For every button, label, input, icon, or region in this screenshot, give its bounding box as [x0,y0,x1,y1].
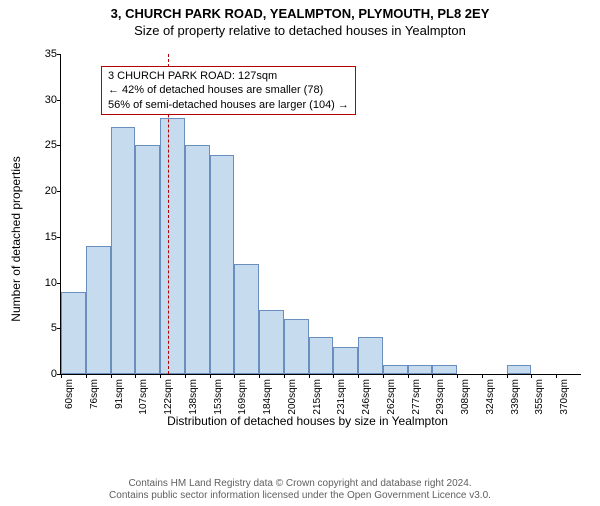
x-tick-mark [210,374,211,378]
y-tick-label: 0 [27,368,57,380]
y-tick-mark [57,54,61,55]
histogram-bar [160,118,185,374]
x-tick-mark [432,374,433,378]
y-tick-label: 10 [27,277,57,289]
x-tick-mark [531,374,532,378]
page-title-sub: Size of property relative to detached ho… [0,23,600,38]
footer-attribution: Contains HM Land Registry data © Crown c… [0,478,600,502]
annotation-line-property: 3 CHURCH PARK ROAD: 127sqm [108,69,349,83]
x-tick-label: 246sqm [361,379,372,415]
x-tick-mark [259,374,260,378]
x-tick-mark [86,374,87,378]
x-tick-label: 308sqm [460,379,471,415]
histogram-bar [333,347,358,374]
x-tick-mark [61,374,62,378]
x-tick-mark [284,374,285,378]
plot-area: 0510152025303560sqm76sqm91sqm107sqm122sq… [60,54,581,375]
x-tick-mark [556,374,557,378]
x-tick-label: 293sqm [435,379,446,415]
x-tick-mark [234,374,235,378]
x-tick-label: 370sqm [559,379,570,415]
x-tick-label: 138sqm [188,379,199,415]
x-tick-mark [309,374,310,378]
y-tick-label: 20 [27,185,57,197]
annotation-box: 3 CHURCH PARK ROAD: 127sqm← 42% of detac… [101,66,356,115]
histogram-bar [284,319,309,374]
x-tick-mark [457,374,458,378]
x-tick-label: 107sqm [138,379,149,415]
chart-container: Number of detached properties 0510152025… [30,54,585,424]
x-tick-mark [111,374,112,378]
y-axis-label: Number of detached properties [9,156,23,321]
histogram-bar [432,365,457,374]
x-tick-mark [358,374,359,378]
x-tick-mark [408,374,409,378]
y-tick-label: 35 [27,48,57,60]
y-tick-mark [57,237,61,238]
histogram-bar [383,365,408,374]
x-tick-label: 153sqm [213,379,224,415]
y-tick-label: 15 [27,231,57,243]
histogram-bar [111,127,136,374]
histogram-bar [259,310,284,374]
x-tick-label: 91sqm [114,379,125,409]
x-tick-mark [507,374,508,378]
histogram-bar [507,365,532,374]
x-tick-mark [160,374,161,378]
x-tick-label: 76sqm [89,379,100,409]
x-tick-label: 200sqm [287,379,298,415]
footer-line: Contains public sector information licen… [0,490,600,502]
x-tick-mark [185,374,186,378]
histogram-bar [309,337,334,374]
histogram-bar [135,145,160,374]
x-tick-label: 60sqm [64,379,75,409]
x-tick-mark [135,374,136,378]
page-title-address: 3, CHURCH PARK ROAD, YEALMPTON, PLYMOUTH… [0,6,600,21]
x-tick-label: 215sqm [312,379,323,415]
annotation-line-smaller: ← 42% of detached houses are smaller (78… [108,83,349,97]
footer-line: Contains HM Land Registry data © Crown c… [0,478,600,490]
y-tick-label: 5 [27,322,57,334]
x-tick-label: 355sqm [534,379,545,415]
x-tick-label: 324sqm [485,379,496,415]
histogram-bar [185,145,210,374]
x-axis-label: Distribution of detached houses by size … [167,414,448,428]
annotation-line-larger: 56% of semi-detached houses are larger (… [108,98,349,112]
x-tick-label: 262sqm [386,379,397,415]
histogram-bar [358,337,383,374]
y-tick-mark [57,145,61,146]
x-tick-label: 231sqm [336,379,347,415]
x-tick-mark [383,374,384,378]
histogram-bar [408,365,433,374]
histogram-bar [86,246,111,374]
x-tick-label: 122sqm [163,379,174,415]
histogram-bar [210,155,235,374]
histogram-bar [234,264,259,374]
y-tick-mark [57,100,61,101]
x-tick-mark [482,374,483,378]
y-tick-mark [57,283,61,284]
x-tick-label: 277sqm [411,379,422,415]
y-tick-label: 25 [27,139,57,151]
x-tick-label: 169sqm [237,379,248,415]
histogram-bar [61,292,86,374]
x-tick-label: 339sqm [510,379,521,415]
x-tick-label: 184sqm [262,379,273,415]
y-tick-label: 30 [27,94,57,106]
y-tick-mark [57,191,61,192]
x-tick-mark [333,374,334,378]
